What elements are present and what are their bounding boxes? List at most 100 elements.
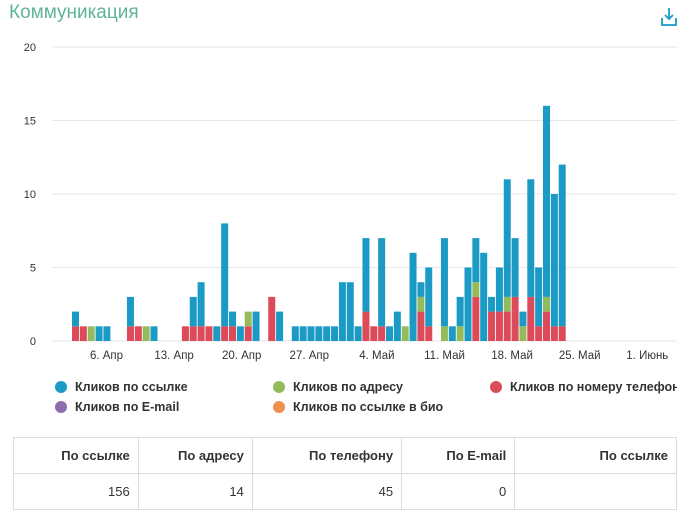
bar-segment[interactable] [464,267,472,342]
legend-item-phone[interactable]: Кликов по номеру телефон [490,380,677,394]
bar-segment[interactable] [519,311,527,327]
x-tick-label: 20. Апр [222,350,261,362]
bar-segment[interactable] [252,311,260,341]
bar-segment[interactable] [480,252,488,341]
bar-segment[interactable] [409,252,417,341]
bar-segment[interactable] [527,179,535,297]
bar-segment[interactable] [386,326,393,341]
bar-segment[interactable] [543,105,550,297]
bar-segment[interactable] [472,238,480,283]
bar-segment[interactable] [495,267,503,312]
bar-segment[interactable] [181,326,189,341]
bar-segment[interactable] [72,326,79,341]
bar-segment[interactable] [244,311,252,327]
bar-segment[interactable] [511,238,519,297]
bar-segment[interactable] [503,311,511,341]
bar-segment[interactable] [558,164,566,327]
bar-segment[interactable] [425,267,433,327]
bar-segment[interactable] [213,326,221,341]
chart-legend: Кликов по ссылке Кликов по адресу Кликов… [55,380,677,420]
bar-segment[interactable] [456,326,464,341]
bar-segment[interactable] [205,326,213,341]
bar-segment[interactable] [519,326,527,341]
bar-segment[interactable] [95,326,103,341]
bar-segment[interactable] [221,326,229,341]
bar-segment[interactable] [527,296,535,341]
bar-segment[interactable] [346,282,354,341]
bar-segment[interactable] [103,326,111,341]
legend-item-email[interactable]: Кликов по E-mail [55,400,179,414]
bar-segment[interactable] [142,326,150,341]
bar-segment[interactable] [126,326,134,341]
bar-segment[interactable] [276,311,284,341]
bar-segment[interactable] [550,194,558,327]
bar-segment[interactable] [362,311,370,341]
bar-segment[interactable] [370,326,378,341]
stat-value: 0 [401,473,516,510]
x-tick-label: 13. Апр [154,350,193,362]
legend-item-address[interactable]: Кликов по адресу [273,380,403,394]
bar-segment[interactable] [503,296,511,312]
bar-segment[interactable] [535,267,543,327]
bar-segment[interactable] [331,326,339,341]
bar-segment[interactable] [87,326,95,341]
bar-segment[interactable] [189,326,197,341]
bar-segment[interactable] [79,326,87,341]
bar-segment[interactable] [221,223,229,327]
bar-segment[interactable] [323,326,331,341]
bar-segment[interactable] [543,311,550,341]
bar-segment[interactable] [338,282,346,341]
bar-segment[interactable] [291,326,299,341]
bar-segment[interactable] [72,311,79,327]
bar-segment[interactable] [197,282,205,327]
bar-segment[interactable] [503,179,511,297]
stat-value: 14 [137,473,253,510]
bar-segment[interactable] [558,326,566,341]
x-tick-label: 25. Май [559,350,601,362]
x-tick-label: 1. Июнь [626,350,668,362]
bar-segment[interactable] [417,311,425,341]
bar-segment[interactable] [315,326,323,341]
col-header: По ссылке [13,437,139,474]
bar-segment[interactable] [472,282,480,297]
bar-segment[interactable] [268,296,276,341]
bar-segment[interactable] [378,238,386,327]
bar-segment[interactable] [425,326,433,341]
bar-segment[interactable] [299,326,307,341]
bar-segment[interactable] [244,326,252,341]
bar-segment[interactable] [495,311,503,341]
bar-segment[interactable] [378,326,386,341]
download-icon[interactable] [658,6,677,28]
legend-item-bio[interactable]: Кликов по ссылке в био [273,400,443,414]
bar-segment[interactable] [229,326,236,341]
legend-dot [490,381,502,393]
bar-segment[interactable] [456,296,464,327]
legend-item-link[interactable]: Кликов по ссылке [55,380,188,394]
bar-segment[interactable] [393,311,401,341]
bar-segment[interactable] [307,326,315,341]
bar-segment[interactable] [197,326,205,341]
bar-segment[interactable] [236,326,244,341]
bar-segment[interactable] [189,296,197,327]
bar-segment[interactable] [354,326,362,341]
bar-segment[interactable] [126,296,134,327]
bar-segment[interactable] [535,326,543,341]
bar-segment[interactable] [472,296,480,341]
bar-segment[interactable] [150,326,158,341]
legend-dot [55,381,67,393]
bar-segment[interactable] [417,282,425,297]
bar-segment[interactable] [229,311,236,327]
bar-segment[interactable] [401,326,409,341]
bar-segment[interactable] [488,311,496,341]
bar-segment[interactable] [440,326,448,341]
bar-segment[interactable] [134,326,142,341]
bar-segment[interactable] [448,326,456,341]
bar-segment[interactable] [440,238,448,327]
bar-segment[interactable] [417,296,425,312]
bar-segment[interactable] [511,296,519,341]
bar-segment[interactable] [550,326,558,341]
legend-label: Кликов по ссылке [75,380,188,394]
bar-segment[interactable] [543,296,550,312]
bar-segment[interactable] [488,296,496,312]
bar-segment[interactable] [362,238,370,312]
